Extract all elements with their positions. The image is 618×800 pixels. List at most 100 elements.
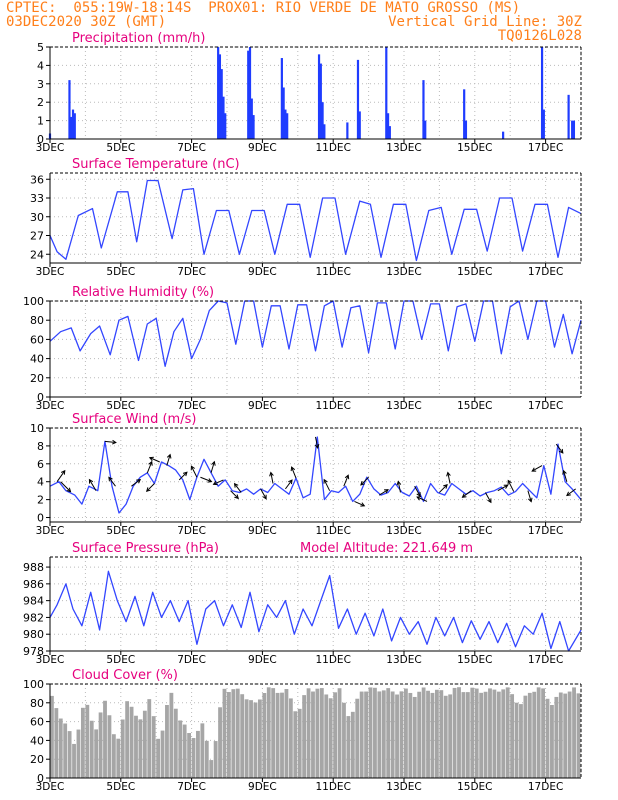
wind-arrow [527,490,532,502]
wind-arrow [497,484,508,492]
y-tick-label: 40 [30,734,44,747]
y-tick-label: 60 [30,333,44,346]
precip-bar [567,94,570,139]
cloud-bar [89,720,94,778]
x-tick-label: 11DEC [315,142,350,154]
cloud-bar [253,702,258,778]
cloud-bar [129,706,134,778]
cloud-bar [262,693,267,778]
cloud-bar [142,710,147,778]
panel-5: 978 980 982 984 986 988 3DEC 5DEC 7DEC 9DEC 11DEC 1… [23,541,582,666]
wind-arrowhead [234,494,239,500]
wind-arrowhead [182,471,188,477]
x-tick-label: 13DEC [386,654,421,666]
wind-arrowhead [269,471,274,477]
y-tick-label: 10 [30,422,44,435]
cloud-bar [125,701,130,778]
wind-arrow [88,479,97,491]
wind-arrow [323,479,331,491]
wind-arrow [213,479,224,485]
wind-arrowhead [136,478,142,484]
x-tick-label: 5DEC [106,654,135,666]
x-tick-label: 5DEC [106,142,135,154]
cloud-bar [302,695,307,778]
cloud-bar [200,723,205,778]
x-tick-label: 3DEC [36,266,65,278]
cloud-bar [103,700,107,778]
cloud-bar [439,690,444,778]
wind-arrow [149,457,160,463]
cloud-bar [550,705,554,778]
x-tick-label: 3DEC [36,525,65,537]
cloud-bar [138,719,143,778]
wind-arrow [146,483,155,492]
x-tick-label: 5DEC [106,781,135,793]
cloud-bar [563,693,568,778]
cloud-bar [116,738,121,778]
wind-arrowhead [207,478,213,483]
precip-bar [571,120,574,139]
cloud-bar [452,687,457,778]
cloud-bar [536,687,541,778]
cloud-bar [50,695,54,778]
cloud-bar [72,743,76,778]
y-tick-label: 80 [30,314,44,327]
x-tick-label: 5DEC [106,266,135,278]
y-tick-label: 980 [23,628,44,641]
cloud-bar [461,692,466,778]
cloud-bar [554,696,559,778]
wind-arrowhead [262,494,267,500]
precip-bar [280,58,283,139]
cloud-bar [510,694,515,778]
wind-arrowhead [503,484,509,489]
x-tick-label: 11DEC [315,781,350,793]
wind-arrowhead [323,478,328,484]
wind-arrowhead [528,497,533,503]
x-tick-label: 9DEC [248,400,277,412]
wind-arrowhead [566,491,571,497]
precip-bar [388,126,391,139]
cloud-bar [165,705,169,778]
y-tick-label: 0 [37,391,44,404]
x-tick-label: 17DEC [528,266,563,278]
cloud-bar [364,691,368,778]
x-tick-label: 17DEC [528,525,563,537]
cloud-bar [271,688,276,778]
x-tick-label: 9DEC [248,781,277,793]
wind-arrow [416,496,428,502]
wind-arrowhead [233,482,239,488]
precip-bar [284,109,287,139]
x-tick-label: 15DEC [457,266,492,278]
x-tick-label: 7DEC [177,781,206,793]
cloud-bar [98,712,103,778]
panel-title: Relative Humidity (%) [72,285,214,300]
wind-arrowhead [531,467,537,472]
wind-arrow [285,479,293,490]
cloud-bar [218,707,222,778]
wind-arrow [166,454,171,466]
wind-arrowhead [360,480,365,486]
cloud-bar [63,723,68,778]
wind-arrowhead [360,502,366,507]
y-tick-label: 30 [30,211,44,224]
wind-arrow [354,500,365,507]
cloud-bar [514,702,519,778]
y-tick-label: 60 [30,716,44,729]
x-tick-label: 7DEC [177,654,206,666]
cloud-bar [284,689,289,778]
y-tick-label: 0 [37,512,44,525]
cloud-bar [328,698,333,778]
cloud-bar [443,695,448,778]
wind-arrowhead [396,480,402,486]
wind-arrow [555,443,564,454]
cloud-bar [288,698,293,778]
panel-title: Cloud Cover (%) [72,668,178,683]
precip-bar [73,113,76,139]
cloud-bar [58,718,63,778]
wind-arrowhead [383,489,389,494]
cloud-bar [519,704,523,778]
cloud-bar [337,688,342,778]
cloud-bar [381,690,386,778]
cloud-bar [85,704,90,778]
wind-arrow [378,489,389,496]
